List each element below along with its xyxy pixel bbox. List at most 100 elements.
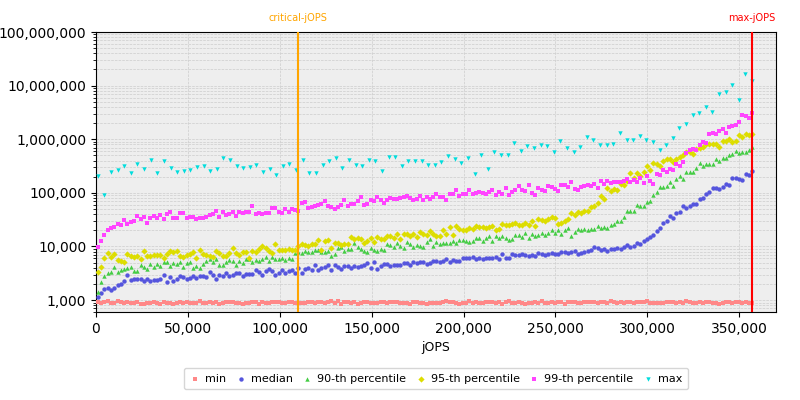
95-th percentile [522,222,535,228]
90-th percentile [733,150,746,156]
90-th percentile [259,254,272,260]
max [111,167,124,173]
95-th percentile [630,170,643,176]
min [239,300,252,306]
95-th percentile [591,200,604,206]
min [443,299,456,306]
95-th percentile [334,242,347,248]
median [509,252,522,258]
95-th percentile [571,209,584,215]
max [666,135,679,142]
90-th percentile [351,244,364,250]
max [263,166,276,172]
median [618,244,630,250]
min [361,298,374,305]
99-th percentile [312,202,325,208]
median [456,255,469,261]
99-th percentile [496,190,509,197]
99-th percentile [390,196,403,202]
median [164,274,177,280]
median [463,255,476,261]
99-th percentile [334,202,347,208]
90-th percentile [601,225,614,232]
min [200,300,213,306]
90-th percentile [348,240,361,246]
median [384,262,397,269]
median [242,271,255,278]
median [630,240,643,246]
95-th percentile [430,232,443,239]
95-th percentile [677,152,690,158]
median [150,277,163,283]
95-th percentile [183,251,196,258]
max [356,162,369,169]
median [223,273,236,279]
90-th percentile [641,198,654,205]
99-th percentile [719,130,732,136]
90-th percentile [295,250,308,256]
min [98,299,111,305]
min [493,298,506,305]
90-th percentile [696,163,709,169]
min [102,298,114,305]
median [102,284,114,291]
99-th percentile [404,195,417,201]
90-th percentile [250,257,262,264]
95-th percentile [236,249,249,256]
median [183,275,196,281]
min [390,299,403,305]
90-th percentile [638,203,650,210]
max [726,82,738,89]
95-th percentile [315,246,328,253]
99-th percentile [338,197,351,203]
95-th percentile [226,245,239,252]
90-th percentile [279,256,292,263]
95-th percentile [621,178,634,184]
95-th percentile [242,254,255,261]
median [742,172,755,178]
90-th percentile [700,161,713,168]
99-th percentile [558,182,571,188]
99-th percentile [239,208,252,215]
max [243,164,256,170]
min [506,300,518,306]
90-th percentile [275,254,288,261]
95-th percentile [618,182,630,188]
90-th percentile [401,239,414,246]
95-th percentile [450,223,462,230]
90-th percentile [506,236,518,242]
median [611,244,624,251]
90-th percentile [568,229,581,235]
99-th percentile [674,163,686,170]
max [98,192,111,198]
median [443,259,456,265]
95-th percentile [463,225,476,231]
median [174,273,186,279]
min [197,299,210,306]
90-th percentile [440,240,453,246]
min [529,299,542,306]
max [719,89,732,96]
90-th percentile [286,256,298,263]
90-th percentile [486,238,498,244]
99-th percentile [568,186,581,192]
median [453,257,466,264]
95-th percentile [348,236,361,242]
max [620,137,633,143]
95-th percentile [710,141,722,147]
min [594,299,607,306]
99-th percentile [223,211,236,217]
95-th percentile [318,238,331,244]
95-th percentile [552,221,565,228]
99-th percentile [157,216,170,222]
min [486,299,498,305]
90-th percentile [384,242,397,248]
max [237,165,250,171]
median [197,273,210,279]
median [736,177,749,183]
90-th percentile [706,161,719,167]
99-th percentile [693,142,706,148]
min [378,299,390,306]
median [706,185,719,191]
max [699,104,712,110]
